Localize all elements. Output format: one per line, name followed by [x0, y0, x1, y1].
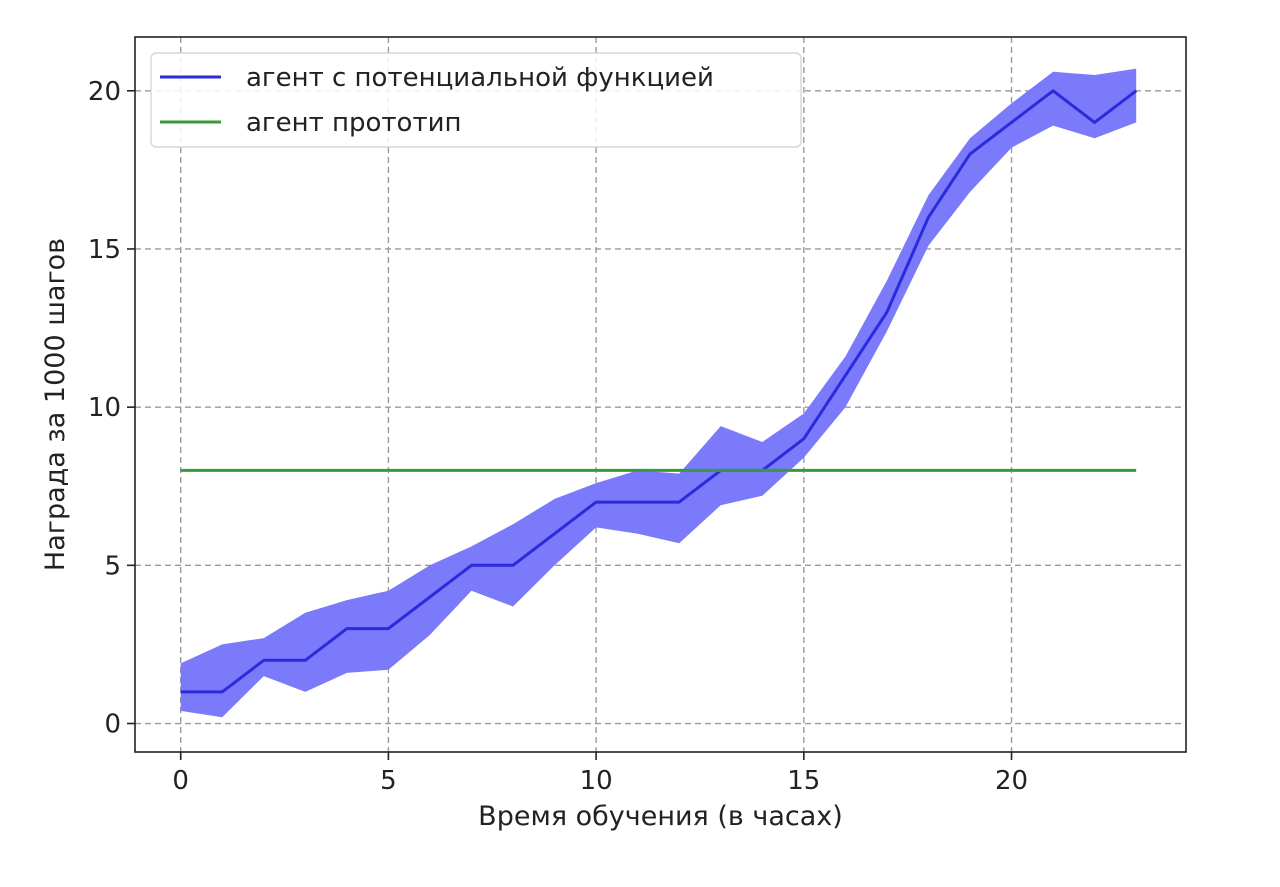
line-layer — [180, 89, 1138, 694]
series-0-confidence-band — [180, 68, 1137, 718]
legend-label-prototype-agent: агент прототип — [246, 108, 462, 138]
legend: агент с потенциальной функцией агент про… — [150, 52, 802, 148]
legend-box — [150, 52, 802, 148]
y-tick-label-15: 15 — [88, 235, 121, 265]
x-axis-label: Время обучения (в часах) — [478, 801, 843, 832]
x-tick-label-5: 5 — [380, 766, 397, 796]
x-tick-label-20: 20 — [995, 766, 1028, 796]
y-tick-label-5: 5 — [104, 551, 121, 581]
band-layer — [180, 68, 1137, 718]
y-tick-label-20: 20 — [88, 77, 121, 107]
series-0-line — [180, 89, 1138, 694]
x-tick-label-15: 15 — [787, 766, 820, 796]
plot-frame — [134, 36, 1187, 753]
y-tick-label-10: 10 — [88, 393, 121, 423]
legend-label-potential-agent: агент с потенциальной функцией — [246, 63, 714, 93]
y-tick-label-0: 0 — [104, 710, 121, 740]
x-ticks: 0 5 10 15 20 — [172, 752, 1028, 796]
y-axis-label: Награда за 1000 шагов — [40, 238, 71, 571]
x-tick-label-0: 0 — [172, 766, 189, 796]
x-tick-label-10: 10 — [580, 766, 613, 796]
y-ticks: 0 5 10 15 20 — [88, 77, 135, 740]
